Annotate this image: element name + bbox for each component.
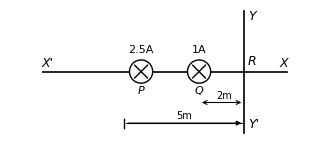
Text: P: P: [138, 86, 144, 96]
Text: 2.5A: 2.5A: [128, 45, 154, 55]
Text: Q: Q: [195, 86, 203, 96]
Text: X: X: [279, 57, 288, 70]
Text: Y': Y': [248, 118, 259, 131]
Circle shape: [130, 60, 153, 83]
Text: X': X': [42, 57, 54, 70]
Text: R: R: [247, 55, 256, 68]
Text: 5m: 5m: [176, 111, 192, 121]
Text: Y: Y: [248, 10, 256, 23]
Text: 2m: 2m: [216, 91, 232, 101]
Circle shape: [188, 60, 211, 83]
Text: 1A: 1A: [192, 45, 206, 55]
